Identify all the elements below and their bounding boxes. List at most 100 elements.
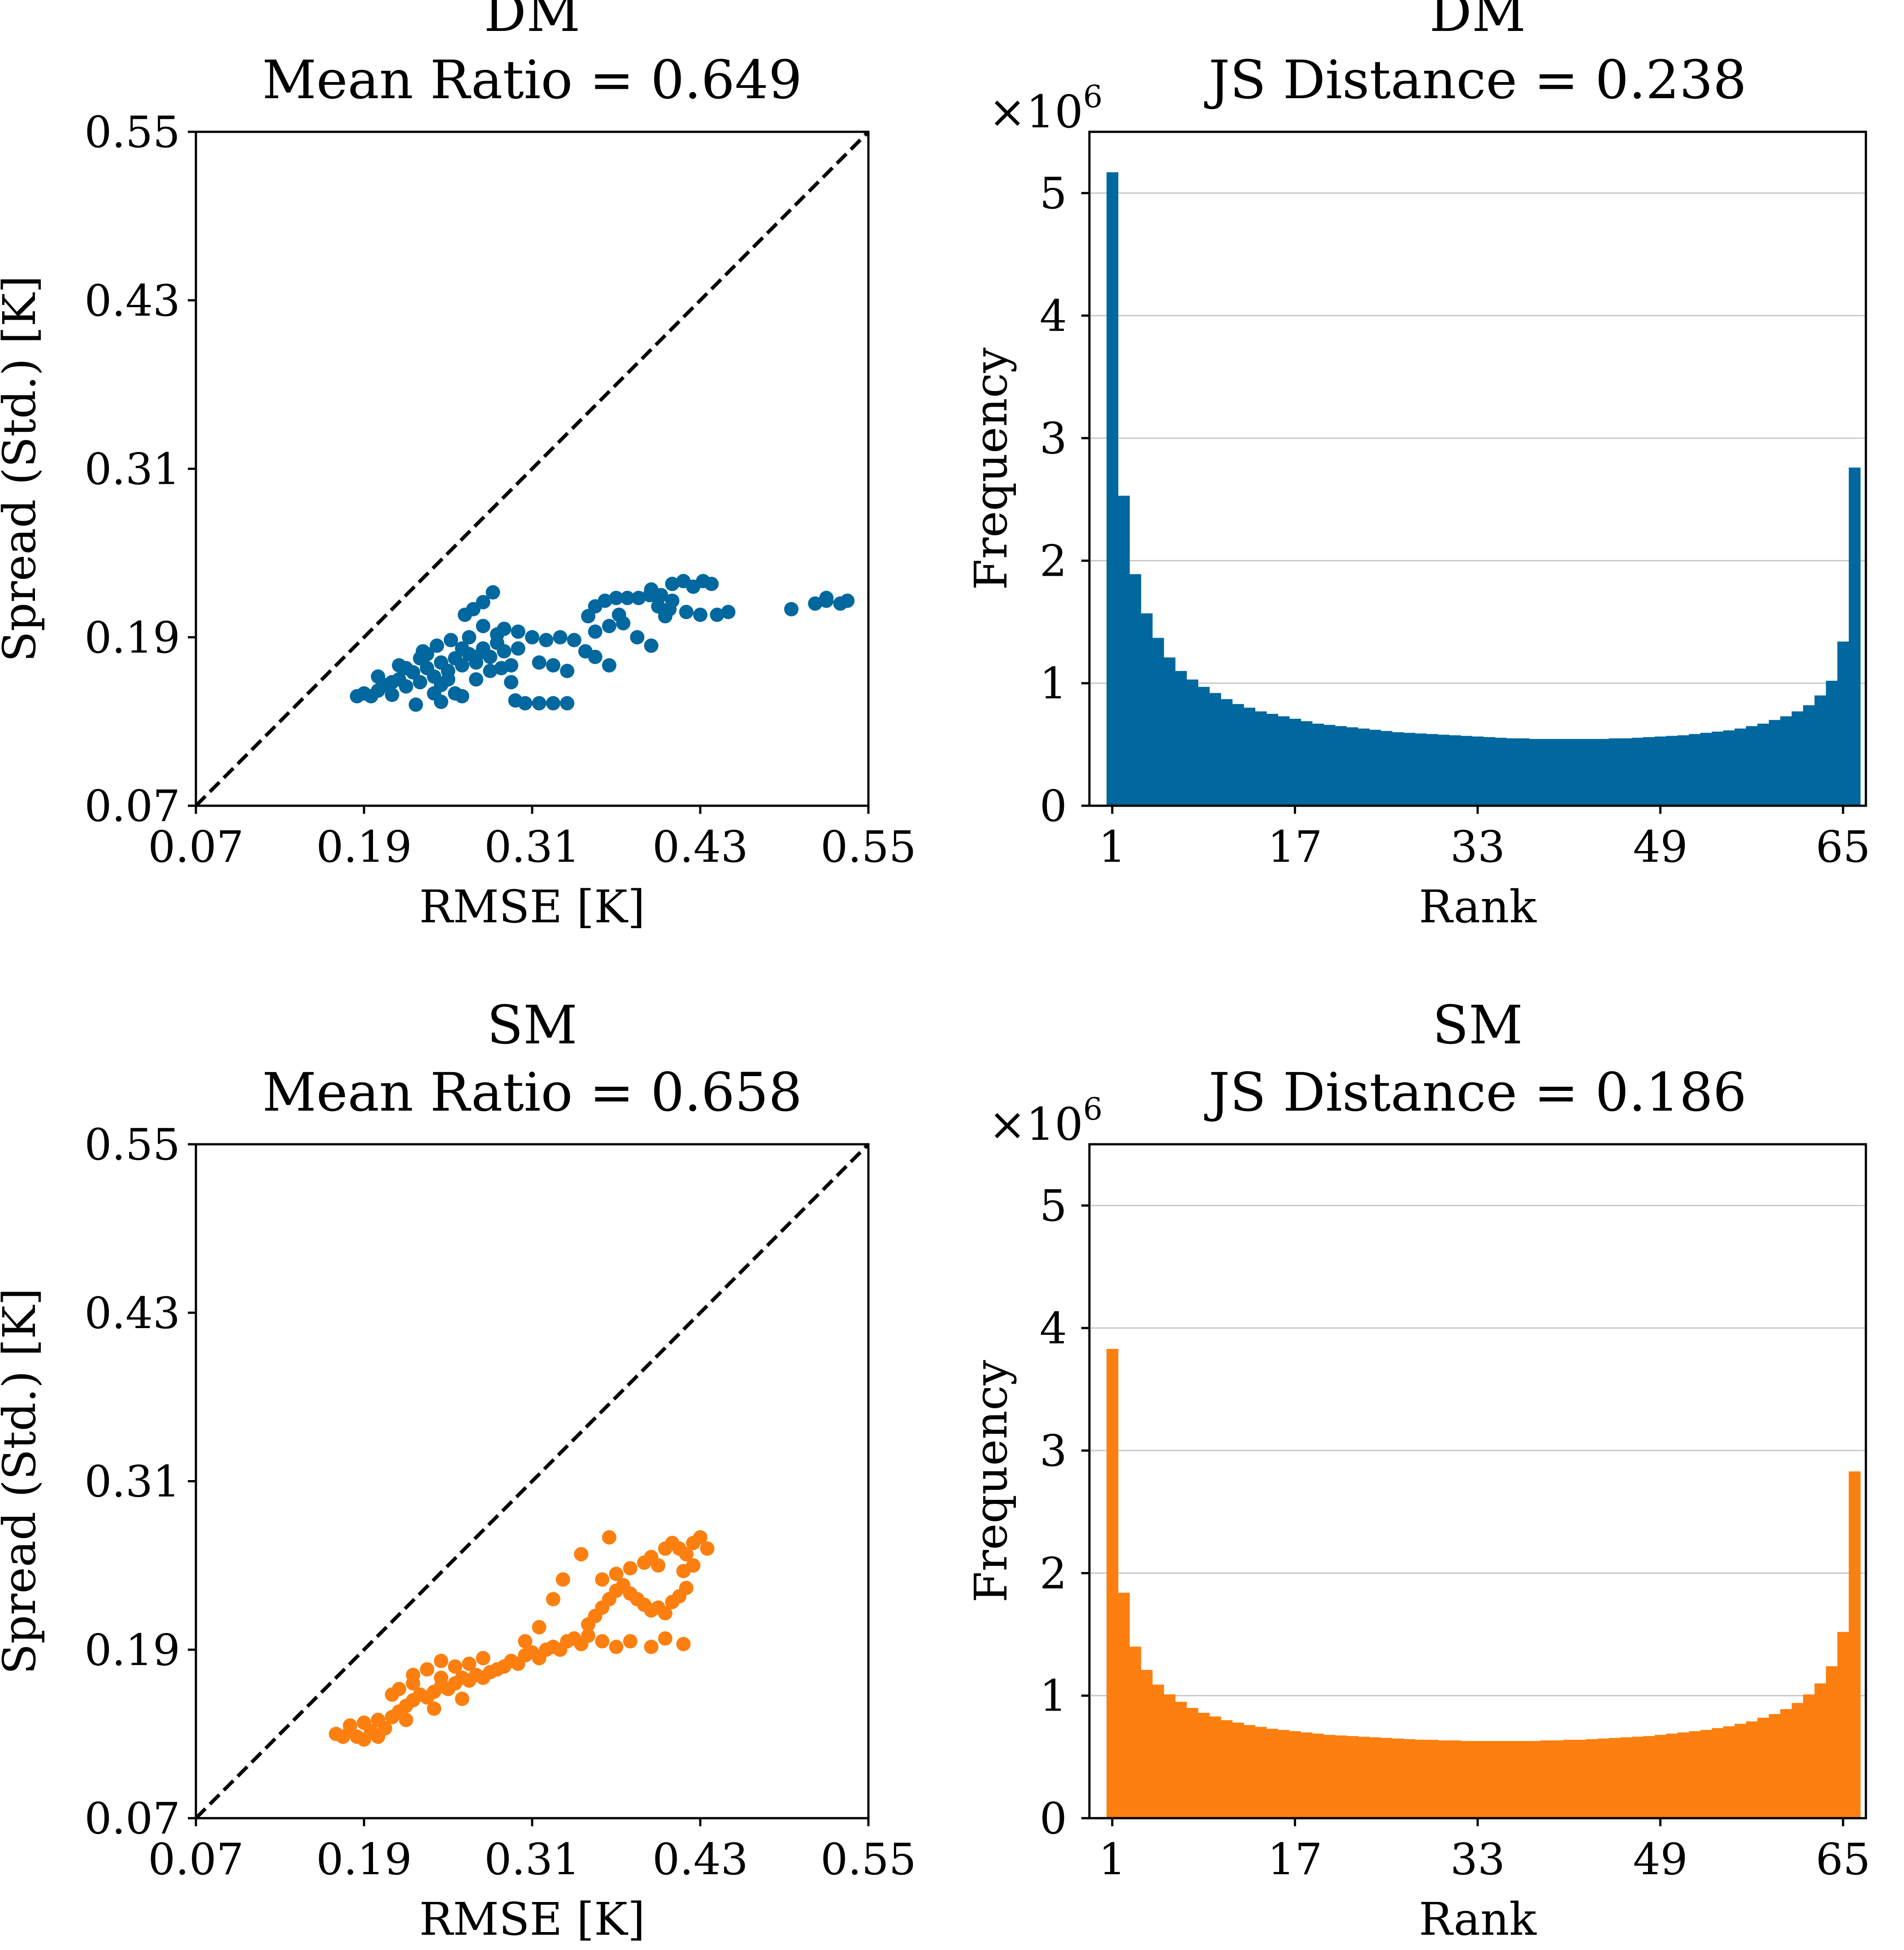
scatter-point	[406, 1676, 421, 1691]
histogram-bar	[1278, 716, 1290, 806]
scatter-point	[385, 675, 399, 690]
scatter-point	[413, 675, 427, 690]
scatter-point	[546, 696, 560, 711]
scatter-point	[434, 695, 448, 709]
scatter-point	[357, 1715, 371, 1730]
histogram-bar	[1677, 735, 1690, 806]
x-tick-label: 0.55	[820, 822, 916, 872]
chart-title-line1: DM	[484, 0, 580, 43]
histogram-bar	[1712, 1728, 1724, 1818]
histogram-bar	[1529, 739, 1541, 806]
histogram-bar	[1472, 1741, 1484, 1818]
histogram-bar	[1449, 735, 1461, 806]
scatter-point	[525, 630, 539, 645]
histogram-bar	[1392, 732, 1404, 806]
histogram-bar	[1483, 1741, 1496, 1818]
histogram-bar	[1563, 1740, 1575, 1818]
histogram-bar	[1197, 1712, 1210, 1818]
scatter-point	[581, 1628, 595, 1643]
histogram-bar	[1232, 704, 1244, 806]
reference-line-y-equals-x	[195, 1143, 870, 1820]
scatter-point	[612, 608, 626, 622]
histogram-bar	[1780, 716, 1792, 806]
y-tick-label: 5	[1040, 169, 1067, 219]
histogram-bar	[1483, 737, 1496, 806]
y-tick-label: 3	[1040, 1426, 1067, 1476]
scatter-point	[399, 1712, 413, 1727]
histogram-bar	[1460, 736, 1473, 806]
scatter-point	[469, 672, 483, 687]
histogram-bar	[1746, 1721, 1758, 1818]
scatter-point	[644, 1639, 659, 1654]
histogram-bar	[1243, 708, 1256, 806]
histogram-bar	[1723, 1726, 1735, 1818]
scatter-point	[609, 1567, 624, 1581]
histogram-bar	[1803, 705, 1815, 806]
histogram-bar	[1518, 738, 1530, 806]
histogram-bar	[1563, 739, 1575, 806]
histogram-bar	[1495, 1741, 1507, 1818]
histogram-bar	[1220, 1720, 1233, 1818]
histogram-bar	[1129, 1646, 1141, 1818]
y-tick-label: 0.55	[84, 107, 180, 157]
x-tick-label: 1	[1098, 1834, 1126, 1885]
x-tick-label: 0.19	[316, 1834, 412, 1885]
scatter-point	[631, 591, 646, 605]
scatter-point	[693, 608, 707, 622]
histogram-bar	[1346, 1736, 1358, 1818]
scatter-point	[553, 630, 568, 645]
scatter-point	[483, 664, 498, 678]
histogram-bar	[1437, 734, 1450, 806]
axis-offset-label: ×106	[989, 1092, 1102, 1151]
scatter-point	[504, 675, 519, 690]
histogram-bar	[1803, 1694, 1815, 1818]
histogram-bar	[1700, 1730, 1712, 1818]
chart-title-line2: Mean Ratio = 0.658	[262, 1061, 802, 1123]
scatter-point	[455, 1691, 469, 1706]
scatter-point	[462, 1656, 477, 1671]
y-tick-label: 1	[1040, 659, 1067, 709]
histogram-bar	[1335, 1735, 1347, 1818]
scatter-point	[455, 658, 469, 673]
x-axis-label: Rank	[1419, 1893, 1537, 1946]
offset-exponent: 6	[1083, 1092, 1102, 1127]
x-tick-label: 1	[1098, 822, 1126, 872]
histogram-bar	[1266, 714, 1279, 806]
histogram-bar	[1358, 728, 1370, 806]
histogram-bar	[1654, 736, 1667, 806]
scatter-point	[595, 1634, 610, 1649]
y-tick-label: 4	[1040, 291, 1067, 341]
histogram-bar	[1666, 736, 1678, 806]
histogram-bar	[1301, 721, 1313, 806]
histogram-bar	[1631, 1737, 1644, 1818]
scatter-point	[602, 1530, 616, 1545]
y-axis-label: Spread (Std.) [K]	[0, 276, 46, 662]
histogram-bar	[1323, 725, 1336, 806]
histogram-bar	[1186, 679, 1198, 806]
scatter-point	[494, 661, 509, 676]
histogram-bar	[1141, 1670, 1153, 1818]
scatter-point	[679, 1581, 694, 1595]
histogram-bar	[1266, 1729, 1279, 1818]
histogram-bar	[1232, 1722, 1244, 1818]
histogram-bar	[1380, 731, 1392, 806]
scatter-point	[511, 641, 525, 656]
histogram-bar	[1609, 1738, 1621, 1818]
y-tick-label: 0.55	[84, 1120, 180, 1170]
histogram-bar	[1518, 1741, 1530, 1818]
histogram-bar	[1255, 1727, 1267, 1818]
histogram-bar	[1586, 739, 1598, 806]
scatter-panel-sm: 0.07 0.19 0.31 0.43 0.55 0.07 0.19 0.31 0.43 0.55…	[0, 994, 916, 1946]
y-tick-label: 0.07	[84, 1794, 180, 1844]
scatter-point	[385, 687, 399, 702]
scatter-point	[676, 1637, 691, 1651]
scatter-point	[567, 633, 581, 647]
histogram-bar	[1609, 738, 1621, 806]
scatter-point	[710, 608, 724, 622]
scatter-point	[448, 1659, 463, 1674]
histogram-bar	[1769, 720, 1781, 806]
histogram-bar	[1392, 1738, 1404, 1818]
y-tick-label: 0.19	[84, 612, 180, 663]
x-tick-label: 65	[1816, 1834, 1870, 1885]
